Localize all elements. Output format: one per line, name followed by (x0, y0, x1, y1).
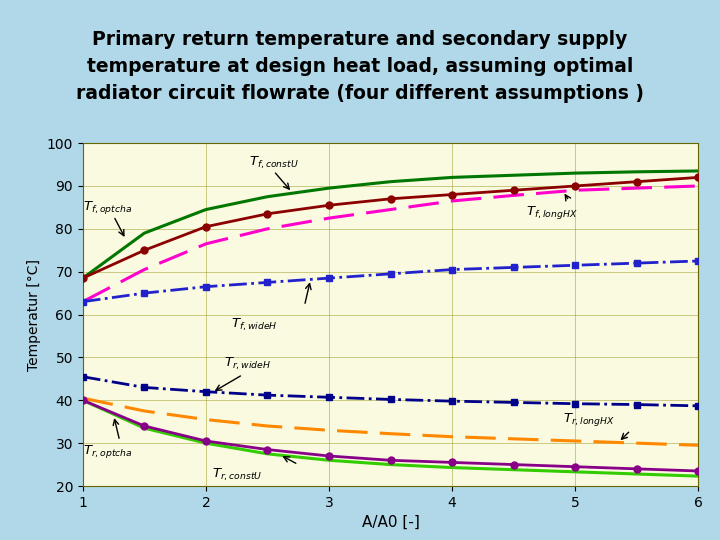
Text: $T_{r,optcha}$: $T_{r,optcha}$ (83, 443, 132, 460)
Text: $T_{f,wideH}$: $T_{f,wideH}$ (230, 316, 277, 333)
Text: Primary return temperature and secondary supply: Primary return temperature and secondary… (92, 30, 628, 49)
Text: $T_{r,longHX}$: $T_{r,longHX}$ (563, 411, 615, 428)
X-axis label: A/A0 [-]: A/A0 [-] (361, 515, 420, 530)
Text: $T_{r,wideH}$: $T_{r,wideH}$ (225, 356, 271, 373)
Text: radiator circuit flowrate (four different assumptions ): radiator circuit flowrate (four differen… (76, 84, 644, 103)
Text: $T_{f,constU}$: $T_{f,constU}$ (249, 154, 299, 171)
Text: temperature at design heat load, assuming optimal: temperature at design heat load, assumin… (87, 57, 633, 76)
Y-axis label: Temperatur [°C]: Temperatur [°C] (27, 259, 41, 370)
Text: $T_{f,longHX}$: $T_{f,longHX}$ (526, 204, 577, 221)
Text: $T_{f,optcha}$: $T_{f,optcha}$ (83, 199, 132, 216)
Text: $T_{r,constU}$: $T_{r,constU}$ (212, 467, 263, 483)
